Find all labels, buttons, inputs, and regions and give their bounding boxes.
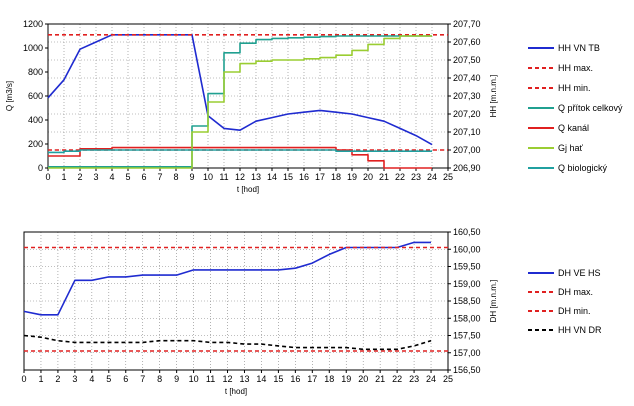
chart-1-y-right-tick-label: 159,00 bbox=[453, 279, 481, 289]
chart-0-y-left-axis-label: Q [m3/s] bbox=[5, 81, 14, 111]
chart-0-x-tick-label: 10 bbox=[203, 172, 213, 182]
chart-0-y-right-axis-label: HH [m.n.m.] bbox=[489, 75, 498, 118]
chart-1-x-tick-label: 7 bbox=[140, 374, 145, 384]
chart-1-x-tick-label: 14 bbox=[256, 374, 266, 384]
chart-1-y-right-tick-label: 160,00 bbox=[453, 244, 481, 254]
chart-0-legend-label-6: Q biologický bbox=[558, 163, 608, 173]
chart-1-y-right-tick-label: 157,50 bbox=[453, 331, 481, 341]
chart-0-series-line-5 bbox=[48, 35, 432, 169]
chart-1-legend-label-3: HH VN DR bbox=[558, 325, 602, 335]
chart-1-x-tick-label: 20 bbox=[358, 374, 368, 384]
chart-0-y-left-tick-label: 0 bbox=[38, 163, 43, 173]
chart-0-x-tick-label: 4 bbox=[109, 172, 114, 182]
chart-1-legend-label-1: DH max. bbox=[558, 287, 593, 297]
chart-0-y-right-tick-label: 207,20 bbox=[453, 109, 481, 119]
chart-0-x-tick-label: 16 bbox=[299, 172, 309, 182]
chart-0-y-left-tick-label: 1000 bbox=[23, 43, 43, 53]
chart-1-x-tick-label: 2 bbox=[55, 374, 60, 384]
chart-0-x-tick-label: 14 bbox=[267, 172, 277, 182]
chart-0-x-tick-label: 3 bbox=[93, 172, 98, 182]
chart-0-y-right-tick-label: 206,90 bbox=[453, 163, 481, 173]
chart-0-y-right-tick-label: 207,30 bbox=[453, 91, 481, 101]
chart-0-legend-label-3: Q přítok celkový bbox=[558, 103, 623, 113]
chart-0-y-right-tick-label: 207,40 bbox=[453, 73, 481, 83]
chart-0-y-left-tick-label: 400 bbox=[28, 115, 43, 125]
chart-0-x-tick-label: 21 bbox=[379, 172, 389, 182]
chart-0-legend-label-2: HH min. bbox=[558, 83, 591, 93]
chart-1-x-tick-label: 9 bbox=[174, 374, 179, 384]
chart-1-x-tick-label: 3 bbox=[72, 374, 77, 384]
chart-1-series-line-3 bbox=[23, 334, 432, 351]
chart-0-y-right-tick-label: 207,00 bbox=[453, 145, 481, 155]
chart-0-x-tick-label: 23 bbox=[411, 172, 421, 182]
chart-0-y-right-tick-label: 207,50 bbox=[453, 55, 481, 65]
chart-0-legend-label-5: Gj hať bbox=[558, 143, 584, 153]
chart-1-legend-label-2: DH min. bbox=[558, 306, 591, 316]
chart-1-x-tick-label: 22 bbox=[392, 374, 402, 384]
chart-1-y-right-tick-label: 158,50 bbox=[453, 296, 481, 306]
chart-0-x-tick-label: 19 bbox=[347, 172, 357, 182]
chart-0-x-tick-label: 9 bbox=[189, 172, 194, 182]
chart-1-y-right-tick-label: 159,50 bbox=[453, 262, 481, 272]
chart-0-x-tick-label: 18 bbox=[331, 172, 341, 182]
chart-1-x-tick-label: 11 bbox=[206, 374, 215, 384]
chart-0-x-tick-label: 24 bbox=[427, 172, 437, 182]
chart-1-x-tick-label: 23 bbox=[409, 374, 419, 384]
chart-1-x-tick-label: 4 bbox=[89, 374, 94, 384]
chart-0-y-left-tick-label: 800 bbox=[28, 67, 43, 77]
chart-0-x-tick-label: 11 bbox=[219, 172, 228, 182]
chart-1-x-tick-label: 18 bbox=[324, 374, 334, 384]
chart-0-x-tick-label: 7 bbox=[157, 172, 162, 182]
chart-0-x-tick-label: 22 bbox=[395, 172, 405, 182]
chart-0-x-tick-label: 12 bbox=[235, 172, 245, 182]
chart-1-x-tick-label: 25 bbox=[443, 374, 453, 384]
chart-1-y-right-tick-label: 160,50 bbox=[453, 227, 481, 237]
chart-0-x-tick-label: 0 bbox=[45, 172, 50, 182]
chart-0-legend-label-1: HH max. bbox=[558, 63, 593, 73]
chart-1-x-tick-label: 15 bbox=[273, 374, 283, 384]
chart-0-y-right-tick-label: 207,10 bbox=[453, 127, 481, 137]
chart-1-x-tick-label: 10 bbox=[189, 374, 199, 384]
chart-0-x-tick-label: 20 bbox=[363, 172, 373, 182]
chart-0-y-left-tick-label: 200 bbox=[28, 139, 43, 149]
chart-1-x-tick-label: 24 bbox=[426, 374, 436, 384]
chart-0-x-tick-label: 5 bbox=[125, 172, 130, 182]
chart-0-y-left-tick-label: 1200 bbox=[23, 19, 43, 29]
chart-1-x-tick-label: 12 bbox=[223, 374, 233, 384]
chart-0-series-line-6 bbox=[48, 149, 432, 154]
chart-1-x-tick-label: 1 bbox=[38, 374, 43, 384]
chart-0-legend-label-4: Q kanál bbox=[558, 123, 589, 133]
chart-0-series-line-4 bbox=[48, 146, 432, 169]
chart-0-x-tick-label: 15 bbox=[283, 172, 293, 182]
chart-1-y-right-axis-label: DH [m.n.m.] bbox=[489, 280, 498, 323]
chart-1-x-tick-label: 0 bbox=[21, 374, 26, 384]
chart-0-x-axis-label: t [hod] bbox=[237, 185, 259, 194]
chart-1-x-tick-label: 13 bbox=[239, 374, 249, 384]
chart-0-x-tick-label: 6 bbox=[141, 172, 146, 182]
chart-0-x-tick-label: 13 bbox=[251, 172, 261, 182]
chart-0-y-right-tick-label: 207,60 bbox=[453, 37, 481, 47]
chart-1-y-right-tick-label: 156,50 bbox=[453, 365, 481, 375]
chart-1-y-right-tick-label: 157,00 bbox=[453, 348, 481, 358]
chart-1-x-tick-label: 21 bbox=[375, 374, 385, 384]
chart-1-x-tick-label: 19 bbox=[341, 374, 351, 384]
chart-1-x-axis-label: t [hod] bbox=[225, 387, 247, 396]
chart-0-x-tick-label: 2 bbox=[77, 172, 82, 182]
chart-1-x-tick-label: 17 bbox=[307, 374, 317, 384]
chart-0-x-tick-label: 17 bbox=[315, 172, 325, 182]
chart-0-legend-label-0: HH VN TB bbox=[558, 43, 600, 53]
chart-0-x-tick-label: 1 bbox=[61, 172, 66, 182]
chart-1-x-tick-label: 6 bbox=[123, 374, 128, 384]
chart-1-x-tick-label: 16 bbox=[290, 374, 300, 384]
chart-0-x-tick-label: 25 bbox=[443, 172, 453, 182]
chart-1-legend-label-0: DH VE HS bbox=[558, 268, 601, 278]
chart-0-y-left-tick-label: 600 bbox=[28, 91, 43, 101]
chart-1-x-tick-label: 5 bbox=[106, 374, 111, 384]
chart-0-x-tick-label: 8 bbox=[173, 172, 178, 182]
chart-1-y-right-tick-label: 158,00 bbox=[453, 313, 481, 323]
chart-1-x-tick-label: 8 bbox=[157, 374, 162, 384]
chart-0-y-right-tick-label: 207,70 bbox=[453, 19, 481, 29]
